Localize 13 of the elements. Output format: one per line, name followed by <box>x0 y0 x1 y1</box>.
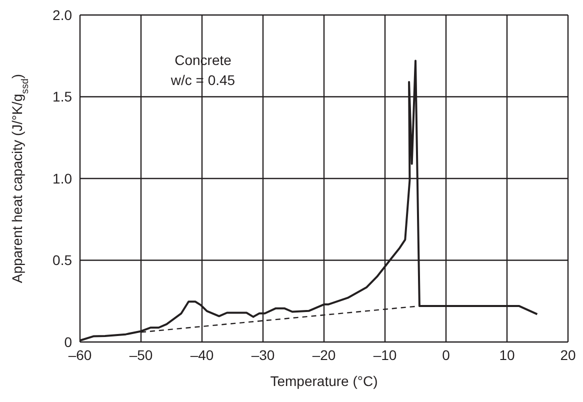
x-tick-label: –50 <box>129 346 153 363</box>
y-tick-label: 0.5 <box>52 252 72 268</box>
x-tick-label: –20 <box>312 346 336 363</box>
y-tick-label: 1.5 <box>52 88 72 105</box>
x-axis-title: Temperature (°C) <box>270 373 378 389</box>
x-tick-label: 0 <box>442 346 450 363</box>
x-tick-label: –40 <box>190 346 214 363</box>
x-tick-label: 20 <box>560 346 576 363</box>
y-tick-label: 2.0 <box>52 6 72 23</box>
y-tick-label: 1.0 <box>52 170 72 186</box>
x-tick-label: –10 <box>373 346 397 363</box>
x-tick-label: –30 <box>251 346 275 363</box>
x-tick-label: 10 <box>499 346 515 363</box>
